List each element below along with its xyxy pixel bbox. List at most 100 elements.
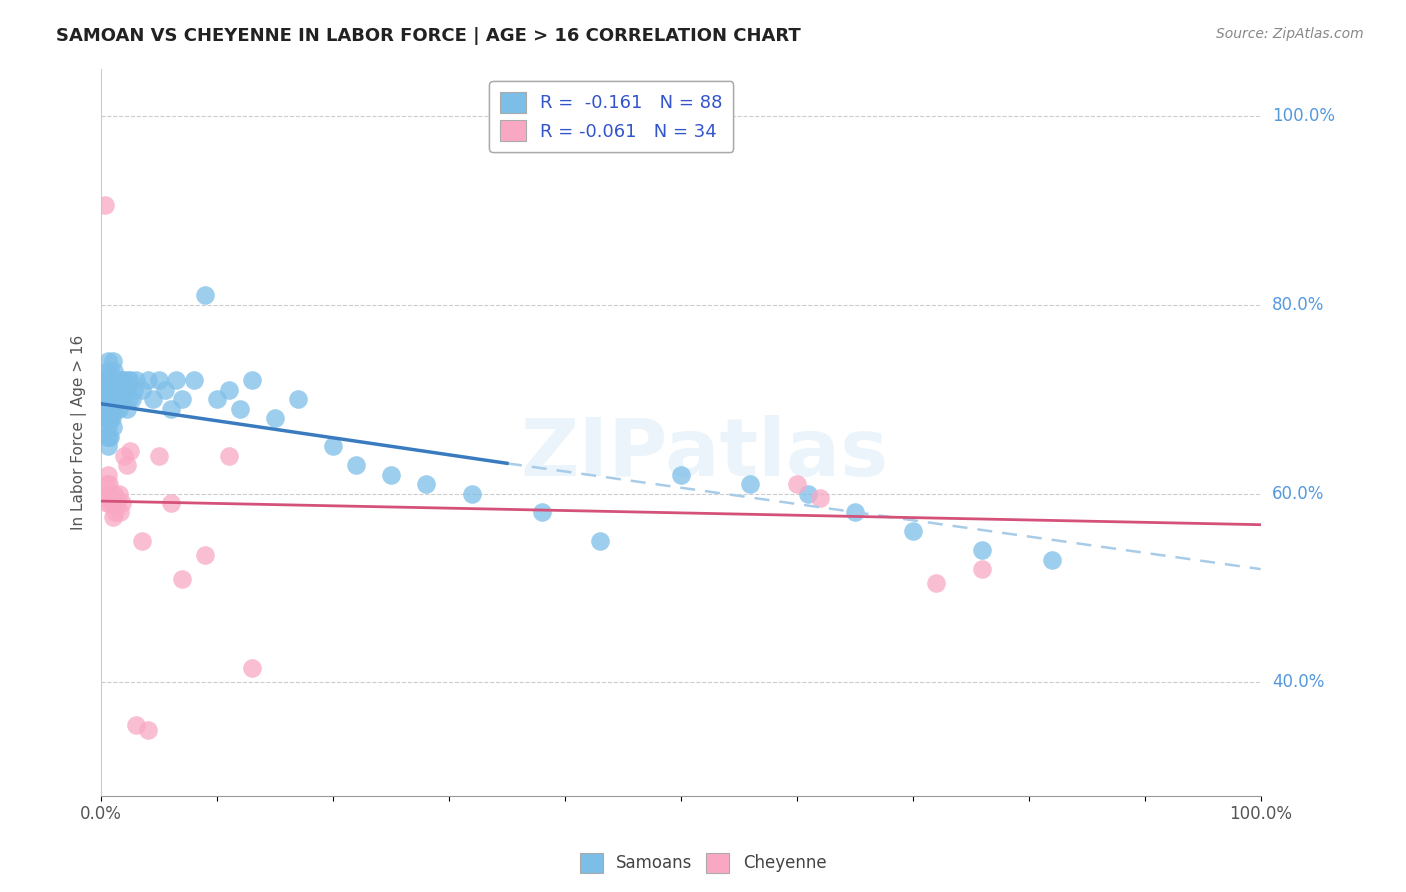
Point (105, 401, 128, 416)
Point (108, 505, 131, 519)
Point (172, 392, 194, 406)
Text: ZIPatlas: ZIPatlas (520, 415, 889, 493)
Point (98, 430, 121, 444)
Point (93, 383, 115, 397)
Point (344, 458, 367, 473)
Point (148, 373, 170, 387)
Point (122, 383, 145, 397)
Point (972, 543, 994, 558)
Point (218, 449, 240, 463)
Point (96, 392, 118, 406)
Point (101, 354, 124, 368)
Point (111, 373, 134, 387)
Point (115, 401, 138, 416)
Text: Source: ZipAtlas.com: Source: ZipAtlas.com (1216, 27, 1364, 41)
Point (115, 458, 138, 473)
Point (98, 392, 121, 406)
Point (264, 411, 287, 425)
Y-axis label: In Labor Force | Age > 16: In Labor Force | Age > 16 (72, 334, 87, 530)
Point (240, 661, 263, 675)
Point (901, 524, 924, 539)
Point (107, 486, 129, 500)
Point (100, 486, 122, 500)
Point (100, 392, 122, 406)
Point (142, 392, 165, 406)
Point (93, 397, 115, 411)
Point (111, 496, 134, 510)
Point (101, 392, 124, 406)
Point (104, 505, 127, 519)
Point (100, 430, 122, 444)
Point (108, 392, 131, 406)
Point (461, 486, 484, 500)
Point (96, 364, 118, 378)
Point (96, 477, 118, 491)
Point (100, 496, 122, 510)
Text: SAMOAN VS CHEYENNE IN LABOR FORCE | AGE > 16 CORRELATION CHART: SAMOAN VS CHEYENNE IN LABOR FORCE | AGE … (56, 27, 801, 45)
Point (669, 467, 692, 482)
Point (229, 401, 252, 416)
Point (103, 383, 125, 397)
Point (93, 411, 115, 425)
Point (972, 562, 994, 576)
Point (105, 392, 128, 406)
Point (97, 401, 120, 416)
Point (322, 439, 344, 453)
Point (808, 491, 831, 506)
Point (112, 392, 135, 406)
Point (380, 467, 402, 482)
Point (166, 373, 188, 387)
Point (97, 354, 120, 368)
Point (159, 496, 181, 510)
Point (97, 383, 120, 397)
Point (148, 449, 170, 463)
Point (94, 401, 117, 416)
Point (104, 373, 127, 387)
Point (844, 505, 866, 519)
Point (103, 486, 125, 500)
Point (218, 383, 240, 397)
Point (172, 572, 194, 586)
Point (103, 364, 125, 378)
Point (98, 373, 121, 387)
Point (530, 505, 553, 519)
Legend: R =  -0.161   N = 88, R = -0.061   N = 34: R = -0.161 N = 88, R = -0.061 N = 34 (489, 81, 733, 152)
Point (112, 373, 135, 387)
Point (105, 496, 128, 510)
Point (103, 401, 125, 416)
Point (93, 198, 115, 212)
Point (925, 576, 948, 591)
Point (105, 491, 128, 506)
Point (183, 373, 205, 387)
Point (117, 373, 139, 387)
Point (240, 373, 263, 387)
Point (93, 373, 115, 387)
Point (100, 411, 122, 425)
Point (100, 411, 122, 425)
Point (120, 373, 142, 387)
Point (104, 392, 127, 406)
Point (114, 383, 136, 397)
Point (121, 392, 143, 406)
Point (101, 510, 124, 524)
Point (125, 373, 148, 387)
Point (98, 496, 121, 510)
Point (100, 383, 122, 397)
Point (1040, 552, 1063, 566)
Point (786, 477, 808, 491)
Point (94, 383, 117, 397)
Point (108, 373, 131, 387)
Point (205, 392, 228, 406)
Point (96, 411, 118, 425)
Point (131, 533, 153, 548)
Point (94, 373, 117, 387)
Point (107, 383, 129, 397)
Point (194, 548, 217, 562)
Text: 40.0%: 40.0% (1272, 673, 1324, 691)
Point (105, 383, 128, 397)
Point (105, 373, 128, 387)
Point (100, 373, 122, 387)
Point (97, 420, 120, 434)
Text: 80.0%: 80.0% (1272, 295, 1324, 314)
Point (125, 718, 148, 732)
